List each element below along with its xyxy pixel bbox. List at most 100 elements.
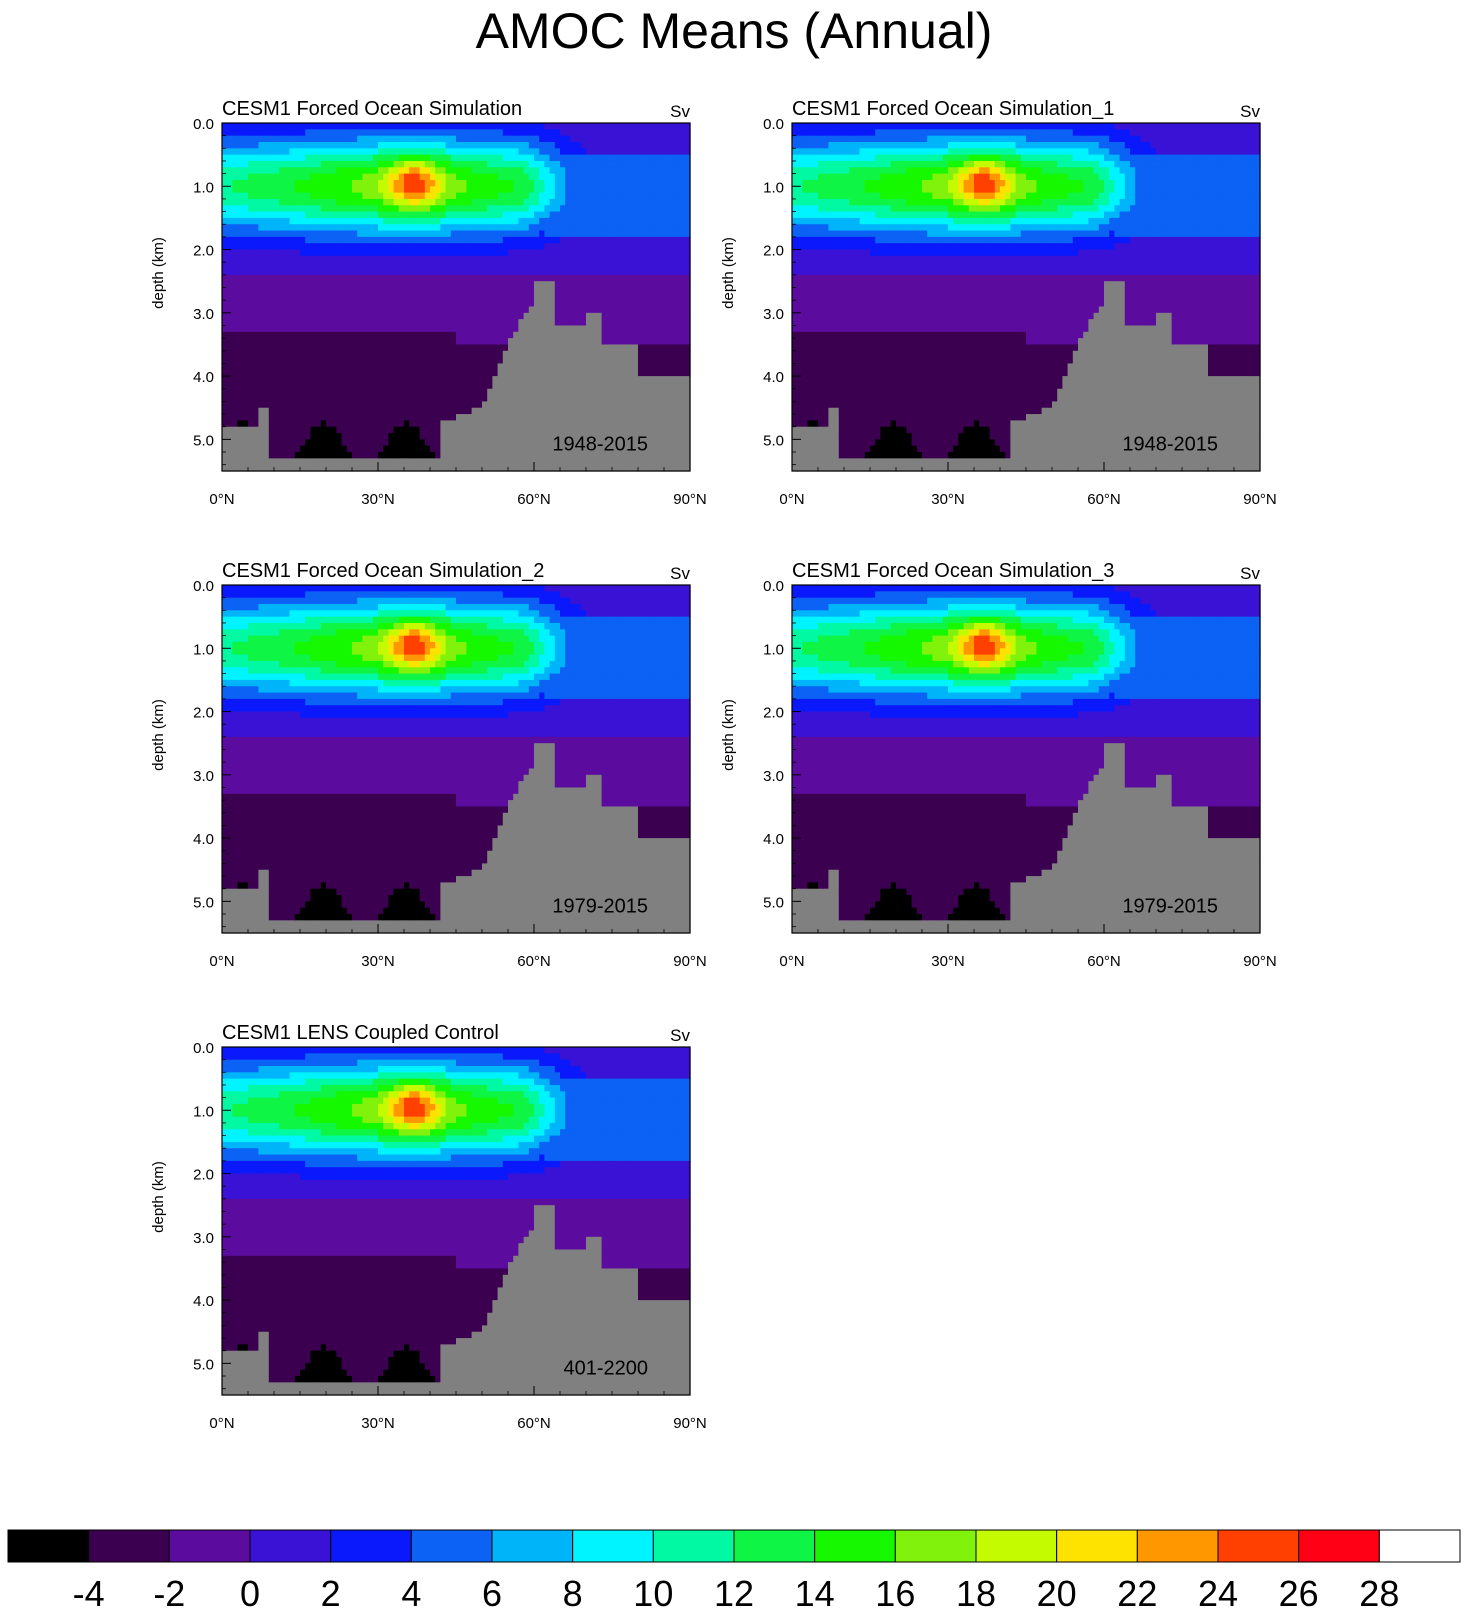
field-cell xyxy=(341,255,348,263)
field-cell xyxy=(263,217,270,225)
field-cell xyxy=(346,445,353,453)
field-cell xyxy=(497,300,504,308)
field-cell xyxy=(310,331,317,339)
field-cell xyxy=(253,433,259,440)
field-cell xyxy=(445,287,452,295)
field-cell xyxy=(518,123,525,130)
field-cell xyxy=(263,338,270,346)
field-cell xyxy=(684,255,691,263)
field-cell xyxy=(336,376,343,384)
field-cell xyxy=(544,414,551,421)
field-cell xyxy=(565,452,571,459)
field-cell xyxy=(237,262,244,270)
field-cell xyxy=(534,141,540,149)
field-cell xyxy=(440,426,447,434)
field-cell xyxy=(643,445,649,453)
field-cell xyxy=(279,192,285,200)
field-cell xyxy=(263,306,270,314)
field-cell xyxy=(430,452,436,459)
field-cell xyxy=(336,439,343,447)
field-cell xyxy=(310,249,317,257)
field-cell xyxy=(643,224,649,232)
field-cell xyxy=(409,382,415,390)
field-cell xyxy=(320,433,327,440)
field-cell xyxy=(362,249,369,257)
field-cell xyxy=(450,388,457,396)
field-cell xyxy=(653,319,660,327)
field-cell xyxy=(544,344,551,352)
field-cell xyxy=(367,458,374,466)
field-cell xyxy=(367,224,374,232)
field-cell xyxy=(440,388,447,396)
field-cell xyxy=(227,224,233,232)
field-cell xyxy=(575,445,582,453)
field-cell xyxy=(528,205,535,213)
field-cell xyxy=(570,135,577,143)
field-cell xyxy=(528,388,535,396)
field-cell xyxy=(612,464,618,472)
field-cell xyxy=(388,205,395,213)
field-cell xyxy=(669,141,675,149)
field-cell xyxy=(528,179,535,187)
field-cell xyxy=(565,186,571,194)
field-cell xyxy=(227,198,233,206)
field-cell xyxy=(424,338,431,346)
field-cell xyxy=(320,236,327,244)
field-cell xyxy=(310,319,317,327)
field-cell xyxy=(232,433,239,440)
field-cell xyxy=(268,401,275,409)
field-cell xyxy=(664,148,670,156)
field-cell xyxy=(518,407,525,415)
field-cell xyxy=(591,395,597,402)
field-cell xyxy=(482,129,488,137)
field-cell xyxy=(513,312,519,320)
field-cell xyxy=(658,281,665,289)
field-cell xyxy=(336,249,343,257)
field-cell xyxy=(430,445,436,453)
field-cell xyxy=(258,414,265,421)
field-cell xyxy=(684,464,691,472)
field-cell xyxy=(404,262,410,270)
field-cell xyxy=(227,154,233,162)
field-cell xyxy=(544,407,551,415)
field-cell xyxy=(440,312,447,320)
field-cell xyxy=(544,382,551,390)
field-cell xyxy=(253,344,259,352)
field-cell xyxy=(570,306,577,314)
field-cell xyxy=(383,331,389,339)
field-cell xyxy=(367,331,374,339)
field-cell xyxy=(268,363,275,371)
field-cell xyxy=(523,129,530,137)
field-cell xyxy=(263,249,270,257)
field-cell xyxy=(284,274,291,282)
field-cell xyxy=(305,439,311,447)
field-cell xyxy=(456,325,462,333)
field-cell xyxy=(346,312,353,320)
field-cell xyxy=(539,179,545,187)
field-cell xyxy=(658,458,665,466)
field-cell xyxy=(523,433,530,440)
field-cell xyxy=(424,325,431,333)
field-cell xyxy=(248,300,254,308)
field-cell xyxy=(674,306,681,314)
field-cell xyxy=(539,173,545,181)
field-cell xyxy=(528,325,535,333)
field-cell xyxy=(456,445,462,453)
field-cell xyxy=(580,135,587,143)
field-cell xyxy=(606,160,613,168)
field-cell xyxy=(591,255,597,263)
field-cell xyxy=(471,160,478,168)
field-cell xyxy=(367,420,374,428)
field-cell xyxy=(476,224,483,232)
field-cell xyxy=(242,344,249,352)
field-cell xyxy=(398,293,405,301)
field-cell xyxy=(289,407,296,415)
field-cell xyxy=(357,439,363,447)
field-cell xyxy=(617,338,623,346)
field-cell xyxy=(653,376,660,384)
field-cell xyxy=(346,287,353,295)
field-cell xyxy=(664,224,670,232)
field-cell xyxy=(539,357,545,365)
field-cell xyxy=(560,300,566,308)
field-cell xyxy=(560,224,566,232)
